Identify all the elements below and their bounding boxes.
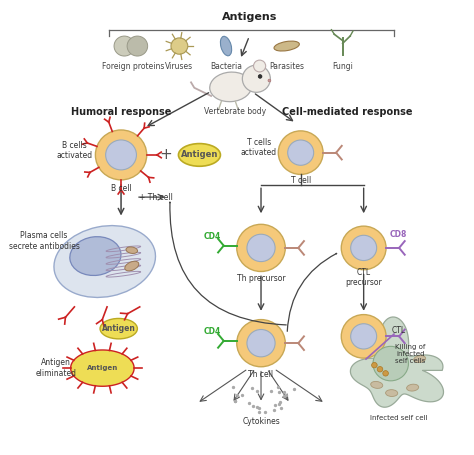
Text: Vertebrate body: Vertebrate body <box>204 107 266 116</box>
Text: Killing of
infected
self cells: Killing of infected self cells <box>395 344 426 364</box>
Circle shape <box>383 371 388 376</box>
Circle shape <box>127 36 147 56</box>
Circle shape <box>171 38 188 54</box>
Ellipse shape <box>70 237 121 275</box>
Text: Humoral response: Humoral response <box>71 107 171 117</box>
Ellipse shape <box>371 381 383 389</box>
Ellipse shape <box>274 41 300 51</box>
Circle shape <box>106 140 137 170</box>
Text: Antigen
eliminated: Antigen eliminated <box>35 359 76 378</box>
Circle shape <box>254 60 266 72</box>
Text: Antigen: Antigen <box>181 151 218 159</box>
Text: CTL
precursor: CTL precursor <box>345 268 382 287</box>
Polygon shape <box>350 317 444 407</box>
Text: Th precursor: Th precursor <box>237 274 285 283</box>
Circle shape <box>341 314 386 358</box>
Text: B cell: B cell <box>110 184 131 193</box>
Ellipse shape <box>125 261 139 271</box>
Circle shape <box>288 140 314 165</box>
Circle shape <box>278 131 323 174</box>
Ellipse shape <box>407 384 419 391</box>
Circle shape <box>237 319 285 367</box>
Text: Antigens: Antigens <box>222 11 277 21</box>
Circle shape <box>372 363 377 368</box>
Text: Th cell: Th cell <box>248 369 273 379</box>
Ellipse shape <box>414 355 426 363</box>
Ellipse shape <box>178 144 220 166</box>
Text: Cell-mediated response: Cell-mediated response <box>282 107 412 117</box>
Text: Antigen: Antigen <box>102 324 136 333</box>
Circle shape <box>373 346 409 381</box>
Polygon shape <box>71 350 134 386</box>
Text: Cytokines: Cytokines <box>242 417 280 426</box>
Ellipse shape <box>385 389 398 396</box>
Circle shape <box>341 226 386 270</box>
Text: Antigen: Antigen <box>87 365 118 371</box>
Circle shape <box>268 79 271 82</box>
Text: + Th cell: + Th cell <box>139 192 173 202</box>
Text: T cells
activated: T cells activated <box>241 137 277 157</box>
Ellipse shape <box>100 318 137 339</box>
Circle shape <box>351 235 377 261</box>
Circle shape <box>242 65 270 92</box>
Circle shape <box>377 367 383 372</box>
Text: CD4: CD4 <box>203 327 221 336</box>
Text: CD4: CD4 <box>203 232 221 241</box>
Circle shape <box>351 324 377 349</box>
Circle shape <box>114 36 135 56</box>
FancyArrowPatch shape <box>170 202 286 325</box>
Text: Parasites: Parasites <box>269 62 304 71</box>
Ellipse shape <box>220 36 232 56</box>
Text: T cell: T cell <box>291 176 311 185</box>
FancyArrowPatch shape <box>287 253 337 331</box>
Text: B cells
activated: B cells activated <box>56 141 92 160</box>
Ellipse shape <box>210 72 252 101</box>
Ellipse shape <box>54 226 155 298</box>
Circle shape <box>237 224 285 272</box>
Circle shape <box>258 75 262 78</box>
Text: Plasma cells
secrete antibodies: Plasma cells secrete antibodies <box>9 232 80 251</box>
Text: Infected self cell: Infected self cell <box>370 415 428 421</box>
Text: +: + <box>159 147 172 162</box>
Ellipse shape <box>126 247 137 253</box>
Circle shape <box>247 329 275 357</box>
Text: CTL: CTL <box>392 326 406 335</box>
Circle shape <box>247 234 275 262</box>
Text: Foreign proteins: Foreign proteins <box>101 62 164 71</box>
Circle shape <box>95 130 147 180</box>
Text: Viruses: Viruses <box>165 62 193 71</box>
Text: Fungi: Fungi <box>332 62 353 71</box>
Text: Bacteria: Bacteria <box>210 62 242 71</box>
Text: CD8: CD8 <box>390 230 407 239</box>
